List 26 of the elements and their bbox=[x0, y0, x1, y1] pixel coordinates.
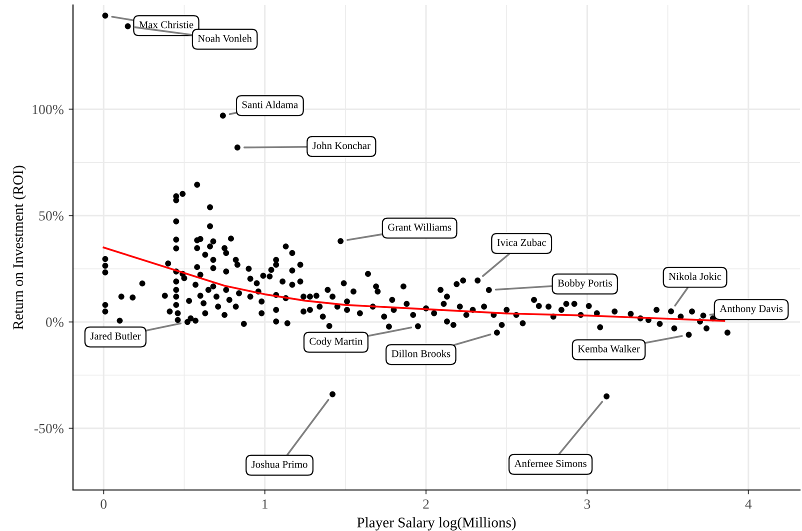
annotation: Jared Butler bbox=[90, 332, 141, 340]
y-tick-label: 100% bbox=[32, 104, 64, 114]
y-tick-label: 0% bbox=[46, 318, 64, 327]
x-axis-title: Player Salary log(Millions) bbox=[357, 517, 516, 530]
y-axis-title: Return on Investment (ROI) bbox=[12, 166, 26, 330]
annotation: Kemba Walker bbox=[578, 344, 640, 352]
annotation: John Konchar bbox=[312, 142, 370, 150]
annotation: Santi Aldama bbox=[242, 100, 298, 108]
annotation: Grant Williams bbox=[388, 223, 452, 231]
x-tick-label: 1 bbox=[262, 499, 268, 509]
y-tick-label: -50% bbox=[34, 424, 64, 434]
annotation: Dillon Brooks bbox=[392, 350, 450, 358]
x-tick-label: 0 bbox=[100, 499, 107, 509]
annotation: Ivica Zubac bbox=[497, 238, 546, 246]
annotation: Nikola Jokic bbox=[668, 272, 722, 280]
annotation: Joshua Primo bbox=[252, 460, 308, 468]
x-tick-label: 3 bbox=[584, 499, 590, 509]
x-tick-label: 4 bbox=[745, 500, 752, 509]
y-tick-label: 50% bbox=[39, 211, 64, 221]
x-tick-label: 2 bbox=[423, 499, 429, 509]
annotation: Bobby Portis bbox=[558, 279, 612, 289]
annotation: Noah Vonleh bbox=[198, 34, 252, 42]
annotation: Anthony Davis bbox=[720, 304, 783, 314]
annotation: Cody Martin bbox=[310, 337, 363, 347]
annotation: Max Christie bbox=[139, 20, 194, 28]
annotation: Anfernee Simons bbox=[514, 460, 586, 468]
